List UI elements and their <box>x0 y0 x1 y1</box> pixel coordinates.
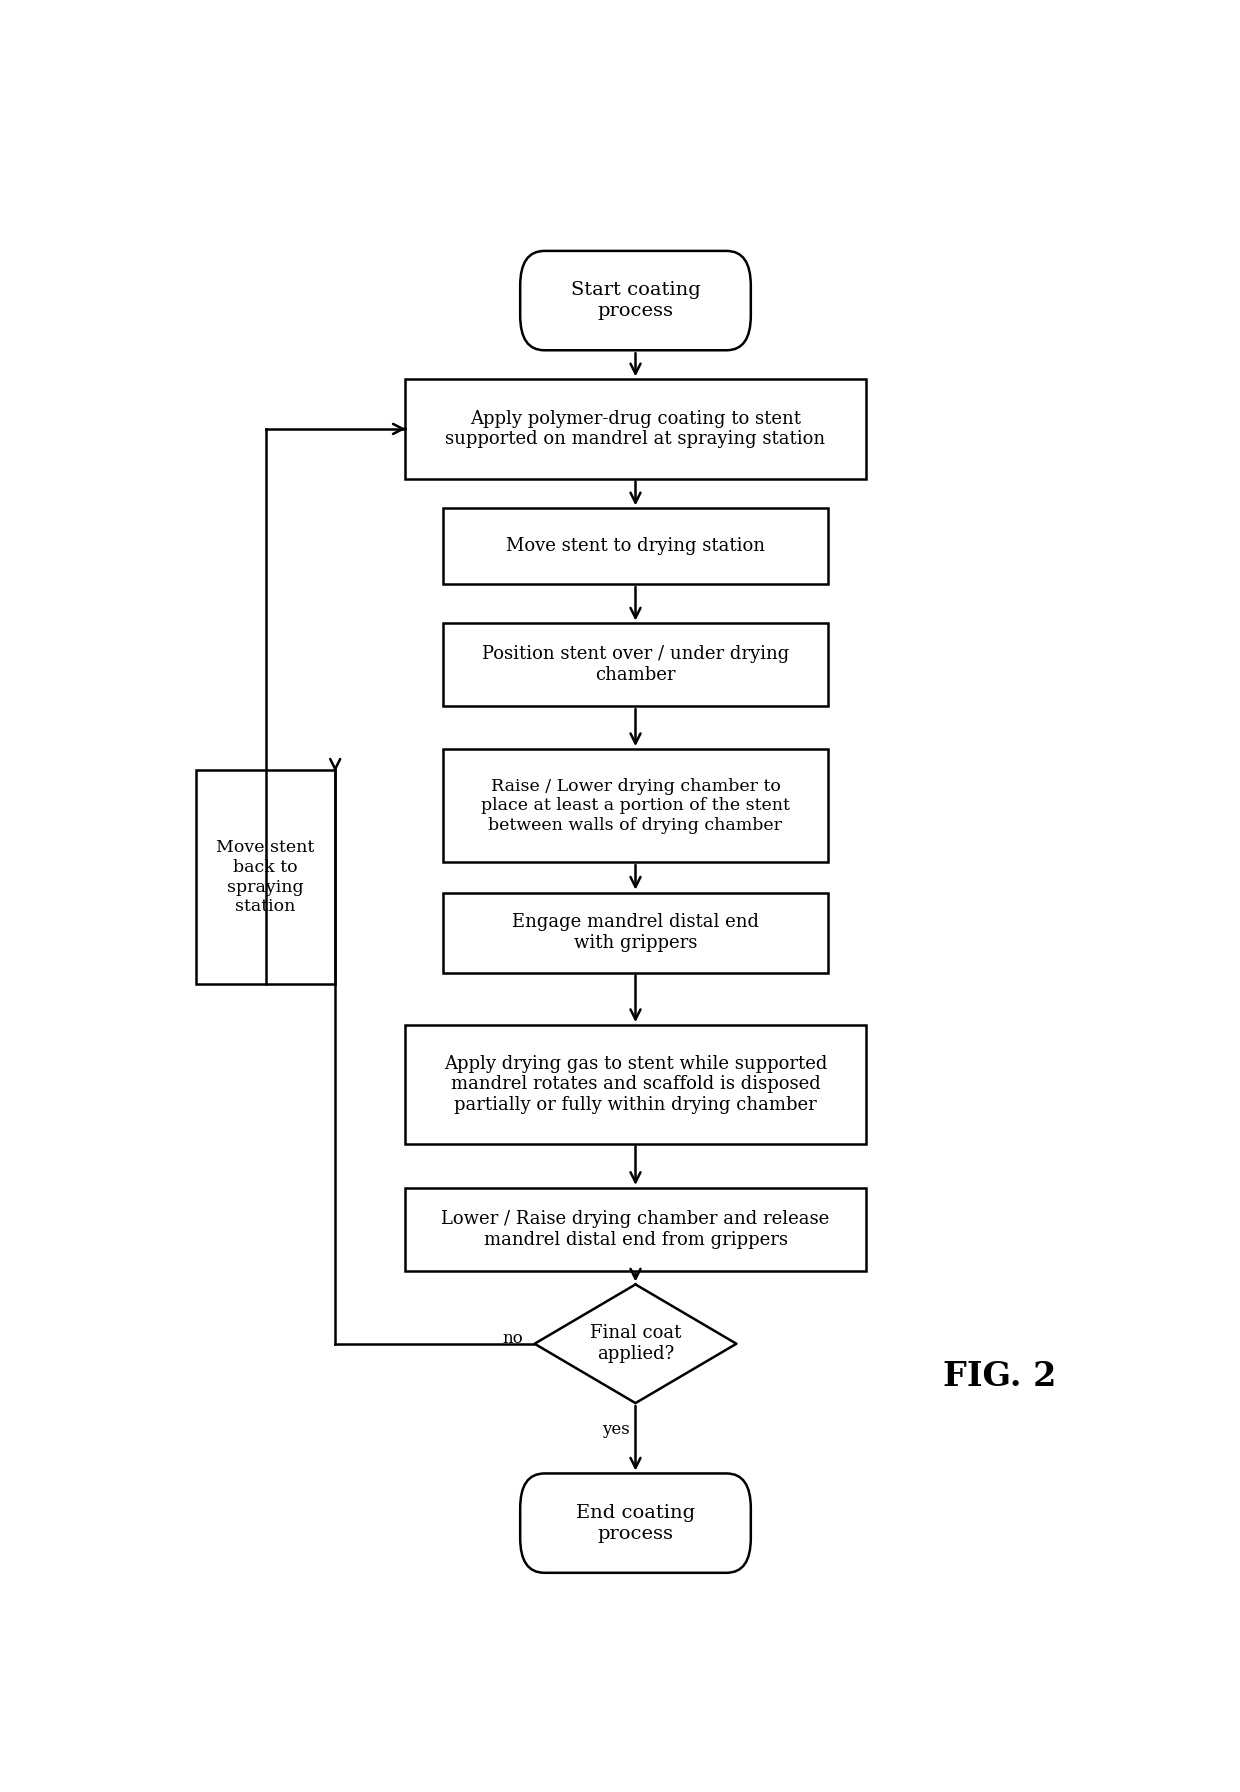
Bar <box>444 624 828 706</box>
FancyBboxPatch shape <box>521 251 751 349</box>
Text: Start coating
process: Start coating process <box>570 281 701 321</box>
Text: Raise / Lower drying chamber to
place at least a portion of the stent
between wa: Raise / Lower drying chamber to place at… <box>481 778 790 833</box>
Text: Apply polymer-drug coating to stent
supported on mandrel at spraying station: Apply polymer-drug coating to stent supp… <box>445 410 826 448</box>
Text: Lower / Raise drying chamber and release
mandrel distal end from grippers: Lower / Raise drying chamber and release… <box>441 1210 830 1249</box>
Bar <box>196 771 335 984</box>
FancyBboxPatch shape <box>521 1473 751 1573</box>
Text: Final coat
applied?: Final coat applied? <box>590 1324 681 1364</box>
Bar <box>404 1188 866 1271</box>
Bar <box>444 749 828 862</box>
Text: yes: yes <box>603 1421 630 1437</box>
Bar <box>404 380 866 478</box>
Text: End coating
process: End coating process <box>575 1503 696 1543</box>
Bar <box>444 892 828 973</box>
Text: Engage mandrel distal end
with grippers: Engage mandrel distal end with grippers <box>512 914 759 952</box>
Text: FIG. 2: FIG. 2 <box>942 1360 1056 1394</box>
Text: Position stent over / under drying
chamber: Position stent over / under drying chamb… <box>482 645 789 685</box>
Text: no: no <box>502 1330 523 1348</box>
Bar <box>444 509 828 584</box>
Bar <box>404 1025 866 1143</box>
Text: Move stent
back to
spraying
station: Move stent back to spraying station <box>217 839 315 916</box>
Text: Apply drying gas to stent while supported
mandrel rotates and scaffold is dispos: Apply drying gas to stent while supporte… <box>444 1054 827 1115</box>
Text: Move stent to drying station: Move stent to drying station <box>506 538 765 556</box>
